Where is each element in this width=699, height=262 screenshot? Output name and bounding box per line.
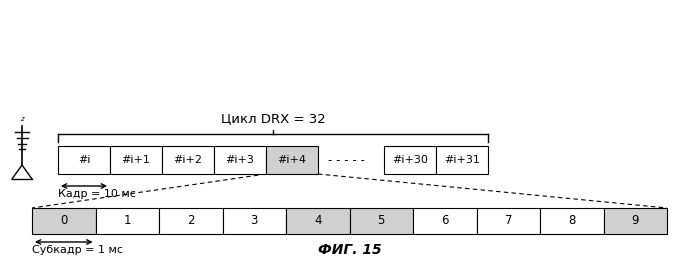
Bar [96, 208, 159, 234]
Bar [110, 146, 162, 174]
Text: #i+1: #i+1 [122, 155, 150, 165]
Text: ФИГ. 15: ФИГ. 15 [317, 243, 382, 257]
Text: Кадр = 10 мс: Кадр = 10 мс [58, 189, 136, 199]
Text: 7: 7 [505, 215, 512, 227]
Text: Субкадр = 1 мс: Субкадр = 1 мс [32, 245, 123, 255]
Text: 9: 9 [631, 215, 639, 227]
Text: #i+4: #i+4 [278, 155, 306, 165]
Bar [384, 146, 436, 174]
Bar [266, 146, 318, 174]
Text: 3: 3 [250, 215, 258, 227]
Text: 2: 2 [187, 215, 194, 227]
Text: - - - - -: - - - - - [328, 154, 364, 166]
Text: 4: 4 [314, 215, 322, 227]
Text: #i+2: #i+2 [173, 155, 203, 165]
Bar [350, 208, 413, 234]
Bar [286, 208, 350, 234]
Text: #i+3: #i+3 [226, 155, 254, 165]
Bar [603, 208, 667, 234]
Text: #i+30: #i+30 [392, 155, 428, 165]
Text: 5: 5 [377, 215, 385, 227]
Text: 6: 6 [441, 215, 449, 227]
Text: 0: 0 [60, 215, 67, 227]
Bar [436, 146, 488, 174]
Bar [159, 208, 222, 234]
Bar [214, 146, 266, 174]
Bar [32, 208, 96, 234]
Bar [58, 146, 110, 174]
Bar [162, 146, 214, 174]
Text: #i: #i [78, 155, 90, 165]
Text: #i+31: #i+31 [444, 155, 480, 165]
Bar [540, 208, 603, 234]
Text: 8: 8 [568, 215, 575, 227]
Text: Цикл DRX = 32: Цикл DRX = 32 [221, 112, 325, 125]
Bar [413, 208, 477, 234]
Bar [222, 208, 286, 234]
Bar [477, 208, 540, 234]
Text: 1: 1 [124, 215, 131, 227]
Text: z: z [20, 116, 24, 122]
